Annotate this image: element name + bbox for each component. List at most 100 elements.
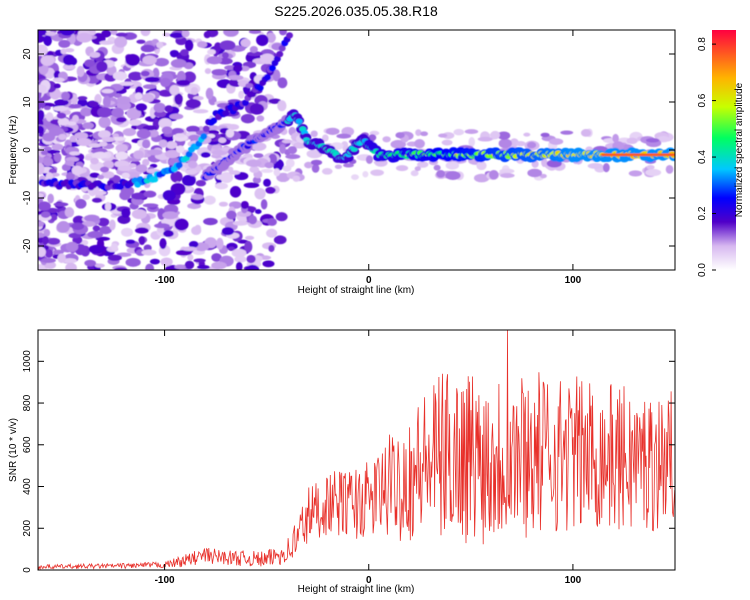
- heatmap-cell: [42, 235, 49, 245]
- heatmap-cell: [154, 57, 170, 67]
- heatmap-cell: [241, 99, 249, 107]
- heatmap-cell: [193, 258, 206, 263]
- heatmap-cell: [38, 162, 45, 175]
- heatmap-cell: [38, 30, 47, 37]
- heatmap-cell: [395, 165, 409, 172]
- heatmap-cell: [121, 208, 131, 218]
- heatmap-cell: [141, 93, 155, 103]
- heatmap-cell: [141, 249, 157, 256]
- heatmap-cell: [204, 68, 212, 75]
- heatmap-cell: [46, 149, 61, 154]
- heatmap-cell: [161, 126, 173, 135]
- heatmap-cell: [147, 129, 159, 138]
- heatmap-cell: [248, 215, 258, 225]
- heatmap-cell: [114, 36, 128, 48]
- heatmap-cell: [211, 68, 228, 76]
- heatmap-cell: [227, 74, 244, 81]
- heatmap-cell: [276, 172, 290, 183]
- heatmap-cell: [115, 151, 129, 160]
- heatmap-cell: [38, 232, 45, 238]
- heatmap-cell: [133, 150, 144, 160]
- heatmap-cell: [240, 113, 255, 124]
- heatmap-cell: [115, 143, 128, 153]
- heatmap-cell: [45, 112, 54, 122]
- heatmap-cell: [84, 259, 97, 267]
- heatmap-cell: [252, 176, 262, 184]
- heatmap-cell: [247, 51, 263, 57]
- heatmap-cell: [238, 90, 245, 99]
- heatmap-cell: [62, 64, 76, 70]
- heatmap-cell: [87, 231, 104, 239]
- heatmap-cell: [207, 49, 216, 55]
- heatmap-cell: [154, 223, 170, 229]
- heatmap-cell: [91, 197, 103, 203]
- heatmap-cell: [187, 202, 202, 210]
- heatmap-cell: [158, 118, 173, 129]
- heatmap-cell: [285, 158, 295, 168]
- heatmap-cell: [162, 190, 176, 201]
- heatmap-cell: [88, 101, 99, 107]
- heatmap-cell: [264, 162, 274, 169]
- heatmap-cell: [336, 133, 352, 139]
- heatmap-cell: [169, 84, 180, 96]
- snr-series-line: [38, 330, 675, 570]
- heatmap-cell: [285, 154, 301, 160]
- heatmap-cell: [101, 136, 115, 142]
- heatmap-cell: [185, 169, 198, 175]
- heatmap-cell: [84, 59, 96, 68]
- heatmap-cell: [135, 164, 148, 173]
- heatmap-cell: [38, 102, 42, 111]
- heatmap-cell: [135, 103, 148, 112]
- heatmap-cell: [169, 49, 179, 57]
- heatmap-cell: [176, 70, 186, 83]
- heatmap-cell: [203, 217, 218, 226]
- heatmap-cell: [88, 143, 102, 148]
- heatmap-cell: [158, 139, 168, 148]
- heatmap-cell: [265, 186, 276, 194]
- heatmap-cell: [490, 130, 501, 140]
- heatmap-cell: [245, 83, 254, 89]
- heatmap-cell: [169, 113, 184, 120]
- heatmap-cell: [188, 241, 199, 248]
- heatmap-cell: [125, 257, 141, 267]
- heatmap-cell: [162, 211, 179, 220]
- heatmap-cell: [80, 239, 89, 246]
- spectrogram-y-label: Frequency (Hz): [8, 116, 19, 185]
- y-tick-label: -20: [22, 238, 33, 253]
- heatmap-cell: [116, 96, 131, 105]
- heatmap-cell: [57, 117, 70, 126]
- heatmap-cell: [47, 193, 54, 204]
- heatmap-cell: [76, 137, 92, 146]
- heatmap-cell: [53, 152, 62, 163]
- heatmap-cell: [121, 227, 133, 237]
- heatmap-cell: [187, 253, 194, 261]
- heatmap-cell: [142, 84, 157, 90]
- heatmap-cell: [75, 198, 87, 209]
- heatmap-cell: [311, 163, 320, 173]
- heatmap-cell: [65, 241, 79, 252]
- heatmap-cell: [200, 133, 208, 140]
- heatmap-cell: [138, 235, 146, 246]
- heatmap-cell: [262, 260, 275, 268]
- heatmap-cell: [166, 141, 178, 150]
- heatmap-cell: [263, 178, 271, 187]
- heatmap-cell: [117, 165, 132, 172]
- heatmap-cell: [96, 61, 108, 72]
- heatmap-cell: [99, 166, 110, 173]
- heatmap-cell: [94, 263, 105, 268]
- colorbar-tick-label: 0.8: [697, 37, 708, 51]
- heatmap-cell: [163, 230, 174, 238]
- heatmap-cell: [142, 139, 151, 149]
- heatmap-cell: [268, 98, 282, 104]
- heatmap-cell: [116, 183, 124, 190]
- heatmap-cell: [38, 125, 45, 134]
- heatmap-cell: [273, 55, 281, 63]
- heatmap-cell: [140, 44, 155, 53]
- heatmap-cell: [231, 248, 247, 258]
- heatmap-cell: [260, 53, 275, 65]
- heatmap-cell: [185, 99, 201, 109]
- heatmap-cell: [151, 176, 159, 183]
- heatmap-cell: [110, 30, 118, 36]
- heatmap-cell: [527, 168, 543, 178]
